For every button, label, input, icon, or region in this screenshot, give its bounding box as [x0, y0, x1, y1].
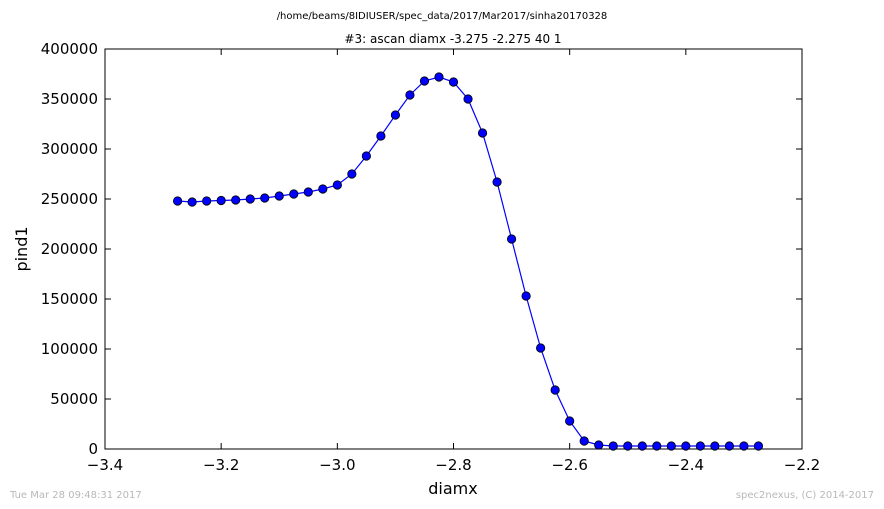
- data-point: [361, 151, 371, 161]
- data-point: [536, 343, 546, 353]
- data-point: [390, 110, 401, 120]
- x-axis-label: diamx: [428, 479, 477, 498]
- data-point: [739, 441, 749, 451]
- x-tick-label: −2.8: [435, 456, 471, 474]
- data-point: [216, 195, 226, 206]
- y-tick-label: 350000: [41, 90, 98, 108]
- data-point: [463, 94, 473, 104]
- x-tick-label: −2.6: [551, 456, 587, 474]
- data-point: [202, 196, 212, 206]
- data-point: [753, 441, 764, 451]
- data-point: [492, 177, 502, 187]
- data-point: [448, 77, 459, 87]
- data-point: [477, 128, 488, 138]
- data-point: [550, 385, 560, 395]
- data-point: [173, 196, 183, 206]
- data-layer: [173, 72, 764, 451]
- axis-ticks: −3.4 −3.2 −3.0 −2.8 −2.6 −2.4 −2.2 0 50000 100000…: [41, 40, 820, 474]
- data-point: [637, 441, 647, 451]
- x-tick-label: −2.4: [668, 456, 704, 474]
- data-point: [376, 131, 386, 141]
- data-point: [681, 441, 691, 451]
- y-tick-label: 300000: [41, 140, 98, 158]
- data-point: [594, 440, 604, 450]
- chart-supertitle: /home/beams/8IDIUSER/spec_data/2017/Mar2…: [277, 11, 608, 22]
- footer-credit: spec2nexus, (C) 2014-2017: [736, 490, 874, 501]
- data-point: [623, 441, 633, 451]
- data-point: [231, 195, 241, 205]
- y-tick-label: 150000: [41, 290, 98, 308]
- y-tick-label: 100000: [41, 340, 98, 358]
- data-point: [666, 441, 676, 451]
- data-point: [303, 187, 313, 197]
- data-point: [608, 441, 618, 451]
- data-point: [579, 436, 589, 446]
- plot-frame: [104, 48, 803, 450]
- chart-title: #3: ascan diamx -3.275 -2.275 40 1: [344, 32, 561, 46]
- data-point: [521, 291, 531, 301]
- footer-timestamp: Tue Mar 28 09:48:31 2017: [9, 490, 142, 501]
- data-point: [724, 441, 734, 451]
- x-tick-label: −3.4: [87, 456, 123, 474]
- data-point: [710, 441, 720, 451]
- data-point: [434, 72, 444, 82]
- data-point: [419, 76, 430, 86]
- y-tick-label: 200000: [41, 240, 98, 258]
- data-point: [565, 416, 575, 426]
- y-tick-label: 0: [88, 440, 98, 458]
- data-point: [506, 234, 517, 244]
- x-tick-label: −3.2: [203, 456, 239, 474]
- data-point: [695, 441, 705, 451]
- data-point: [187, 197, 197, 207]
- series-line: [177, 76, 759, 447]
- data-point: [332, 180, 342, 190]
- y-tick-label: 400000: [41, 40, 98, 58]
- data-point: [260, 193, 270, 203]
- data-point: [652, 441, 662, 451]
- data-point: [289, 189, 299, 199]
- x-tick-label: −3.0: [319, 456, 355, 474]
- data-point: [405, 90, 415, 100]
- data-point: [245, 194, 255, 204]
- y-tick-label: 50000: [50, 390, 98, 408]
- y-tick-label: 250000: [41, 190, 98, 208]
- y-axis-label: pind1: [12, 226, 31, 271]
- data-point: [318, 184, 328, 194]
- data-point: [274, 191, 284, 201]
- x-tick-label: −2.2: [784, 456, 820, 474]
- data-point: [347, 169, 357, 179]
